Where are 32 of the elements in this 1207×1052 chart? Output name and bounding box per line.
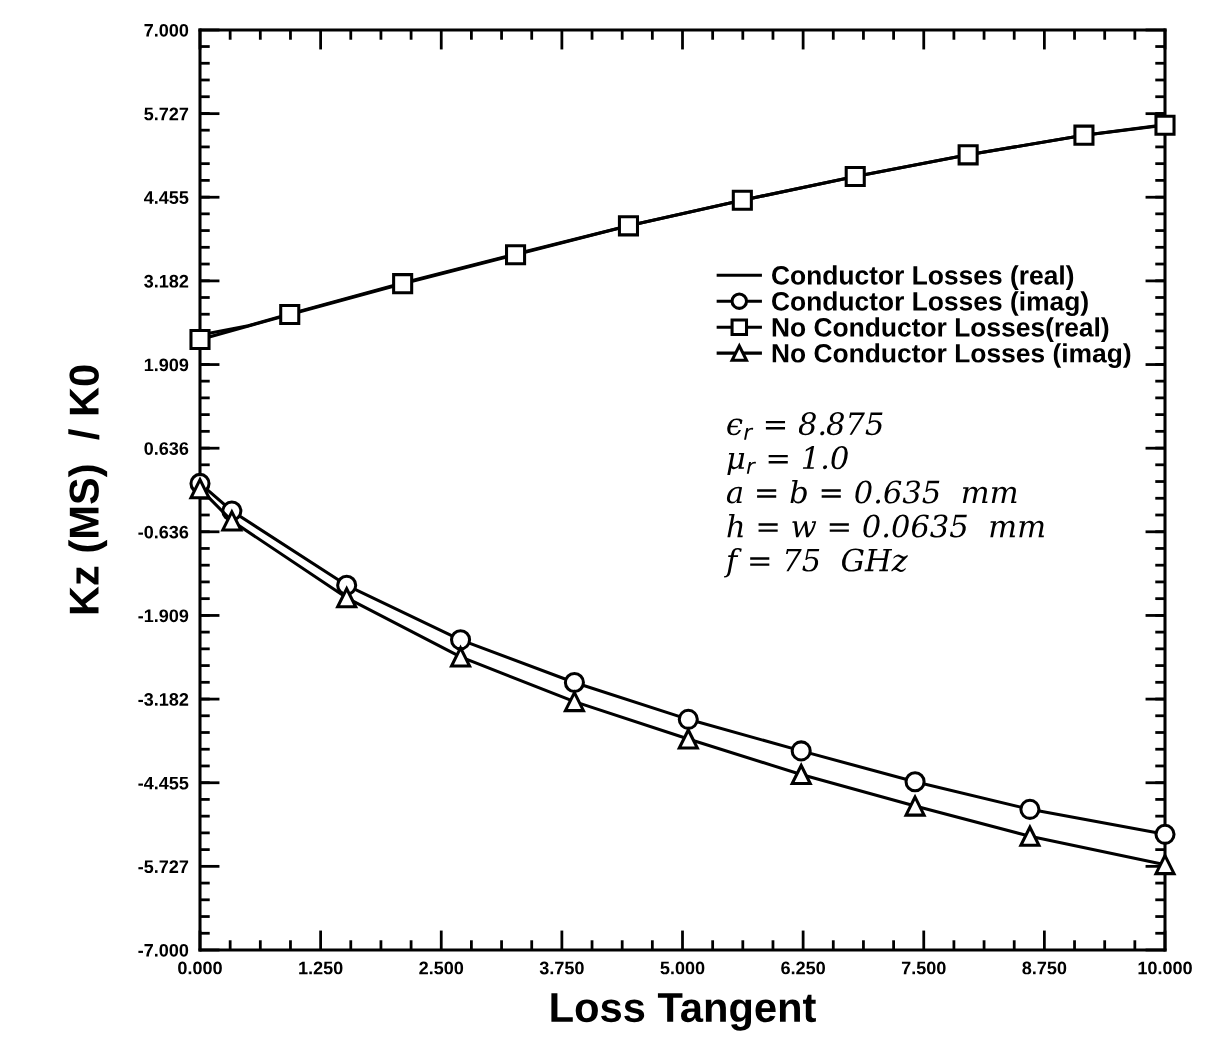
annotation: μ$_{r}$ = 1.0 (727, 446, 848, 476)
legend-label: Conductor Losses (imag) (772, 291, 1088, 316)
x-axis-title: Loss Tangent (551, 993, 816, 1031)
annotation: f = 75 GHz (724, 547, 908, 578)
x-tick-label: 10.000 (1138, 961, 1192, 975)
annotation: h = w = 0.0635 mm (727, 513, 1044, 538)
legend-label: No Conductor Losses (imag) (772, 343, 1131, 368)
legend-label: No Conductor Losses(real) (772, 317, 1109, 342)
y-tick-label: 0.636 (144, 442, 189, 455)
y-tick-label: 3.182 (144, 274, 189, 288)
x-tick-label: 7.500 (901, 961, 946, 975)
y-tick-label: 4.455 (143, 191, 189, 204)
x-tick-label: 3.750 (539, 961, 584, 975)
legend-label: Conductor Losses (real) (772, 265, 1074, 290)
y-tick-label: -3.182 (138, 693, 189, 706)
x-tick-label: 8.750 (1022, 961, 1067, 975)
x-tick-label: 0.000 (178, 961, 222, 975)
y-tick-label: -5.727 (138, 860, 189, 874)
x-tick-label: 6.250 (781, 961, 825, 975)
y-tick-label: -4.455 (138, 776, 189, 790)
y-tick-label: -7.000 (138, 943, 189, 957)
x-tick-label: 2.500 (419, 961, 464, 975)
annotation: a = b = 0.635 mm (726, 479, 1017, 504)
y-axis-title: Kz (MS) / K0 (68, 365, 108, 614)
y-tick-label: 1.909 (144, 358, 189, 372)
y-tick-label: -1.909 (138, 609, 189, 623)
y-tick-label: 5.727 (144, 107, 189, 121)
x-tick-label: 1.250 (299, 961, 343, 975)
annotation: ϵ$_{r}$ = 8.875 (727, 412, 883, 440)
x-tick-label: 5.000 (660, 961, 705, 975)
y-tick-label: 7.000 (144, 23, 189, 37)
y-tick-label: -0.636 (138, 525, 189, 539)
